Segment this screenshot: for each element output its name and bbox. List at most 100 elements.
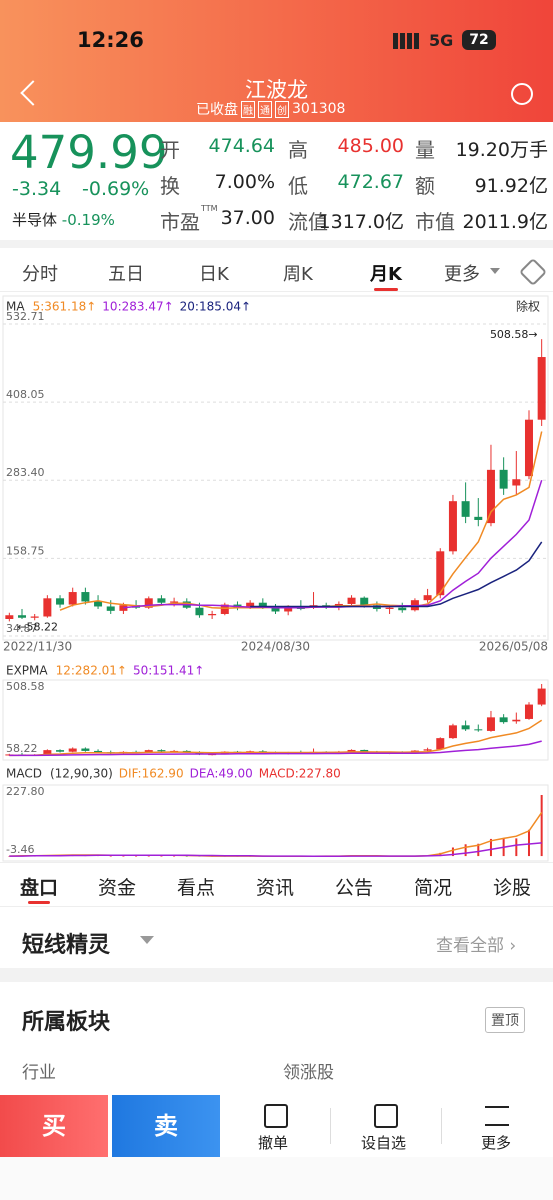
y-tick-label: -3.46 [6,843,34,856]
y-tick-label: 227.80 [6,785,45,798]
period-tab[interactable]: 周K [283,264,313,285]
detail-tab[interactable]: 公告 [335,877,374,899]
candle-body [436,738,445,750]
stat-value: 472.67 [337,171,404,193]
legend-entry: 12:282.01↑ [56,664,127,678]
candle-body [347,749,356,752]
stat-value: 474.64 [208,135,275,157]
macd-bar [122,856,125,857]
tab-underline [28,901,50,904]
cancel-button[interactable]: 撤单 [258,1134,289,1152]
candle-body [68,748,77,752]
stat-label: 流值 [288,210,328,234]
macd-bar [451,847,454,857]
chart: 532.71 408.05 283.40 158.75 34.87 MA 5:361.18↑… [2,295,549,862]
candle-body [461,501,470,517]
x-tick-label: 2026/05/08 [479,640,548,654]
candle-body [144,750,153,753]
indicator-line [9,811,543,858]
period-tab[interactable]: 更多 [444,264,480,285]
sector: 半导体 -0.19% [12,209,115,230]
macd-bar [540,795,543,857]
macd-bar [185,856,188,857]
detail-tab[interactable]: 盘口 [20,877,59,899]
candle-body [284,607,293,612]
candle-body [246,602,255,608]
stat-label: 额 [415,174,435,198]
signal-icon [393,33,419,49]
cancel-icon [264,1104,288,1128]
detail-tab[interactable]: 资金 [98,877,137,899]
macd-bar [147,856,150,857]
indicator-name: EXPMA [6,664,48,678]
candle-body [537,357,546,420]
nav-area [0,1157,553,1200]
candle-body [385,607,394,609]
candle-body [81,592,90,602]
candle-body [271,606,280,612]
detail-tab[interactable]: 简况 [414,877,453,899]
dropdown-icon[interactable] [140,936,154,951]
view-all[interactable]: 查看全部 › [436,936,517,956]
divider [0,291,553,292]
y-tick-label: 158.75 [6,544,45,557]
search-button[interactable] [511,83,533,105]
legend-entry: MACD:227.80 [259,767,341,781]
buy-button[interactable]: 买 [0,1095,108,1157]
more-button[interactable]: 更多 [481,1134,512,1152]
badge: 通 [258,100,272,118]
macd-bar [135,856,138,857]
section-title: 所属板块 [22,1010,111,1035]
adjust-button[interactable]: 除权 [516,299,540,314]
more-icon [485,1106,509,1126]
divider [0,968,553,982]
sell-button[interactable]: 卖 [112,1095,220,1157]
candle-body [106,606,115,611]
stat-sup: TTM [201,204,218,213]
stat-value: 19.20万手 [455,139,548,161]
indicator-line [59,431,543,611]
stat-label: 量 [415,138,435,162]
max-label: 508.58→ [490,328,538,341]
candle-body [486,717,495,731]
legend-entry: DIF:162.90 [119,767,184,781]
min-label: ←58.22 [17,620,58,633]
view-all-text: 查看全部 [436,936,504,956]
candle-body [512,719,521,722]
legend-entry: DEA:49.00 [190,767,253,781]
period-tab[interactable]: 月K [370,264,402,285]
candle-body [157,598,166,603]
divider [0,862,553,863]
candle-body [360,749,369,752]
candle-body [81,748,90,751]
legend-entry: 5:361.18↑ [33,300,97,314]
candle-body [195,607,204,616]
period-tab[interactable]: 日K [199,264,229,285]
pin-button[interactable]: 置顶 [485,1007,525,1033]
indicator-line [9,842,542,858]
legend-entry: 50:151.41↑ [133,664,204,678]
period-tab[interactable]: 分时 [22,264,58,285]
subtitle: 已收盘 融 通 创 301308 [196,99,345,119]
candle-body [423,595,432,601]
watch-button[interactable]: 设自选 [361,1134,407,1152]
watch-icon [374,1104,398,1128]
stat-label: 高 [288,138,308,162]
detail-tab[interactable]: 资讯 [256,877,295,899]
candle-body [474,516,483,520]
detail-tab[interactable]: 诊股 [493,877,532,899]
candle-body [499,717,508,723]
macd-bar [527,829,530,857]
period-tab[interactable]: 五日 [108,264,144,285]
divider [0,240,553,248]
detail-tab[interactable]: 看点 [177,877,216,899]
section-title: 短线精灵 [22,933,111,958]
y-tick-label: 283.40 [6,466,45,479]
time: 12:26 [77,28,144,52]
candle-body [524,419,533,477]
indicator-line [9,719,543,757]
candle-body [423,749,432,751]
candle-body [56,598,65,605]
candle-body [398,607,407,611]
